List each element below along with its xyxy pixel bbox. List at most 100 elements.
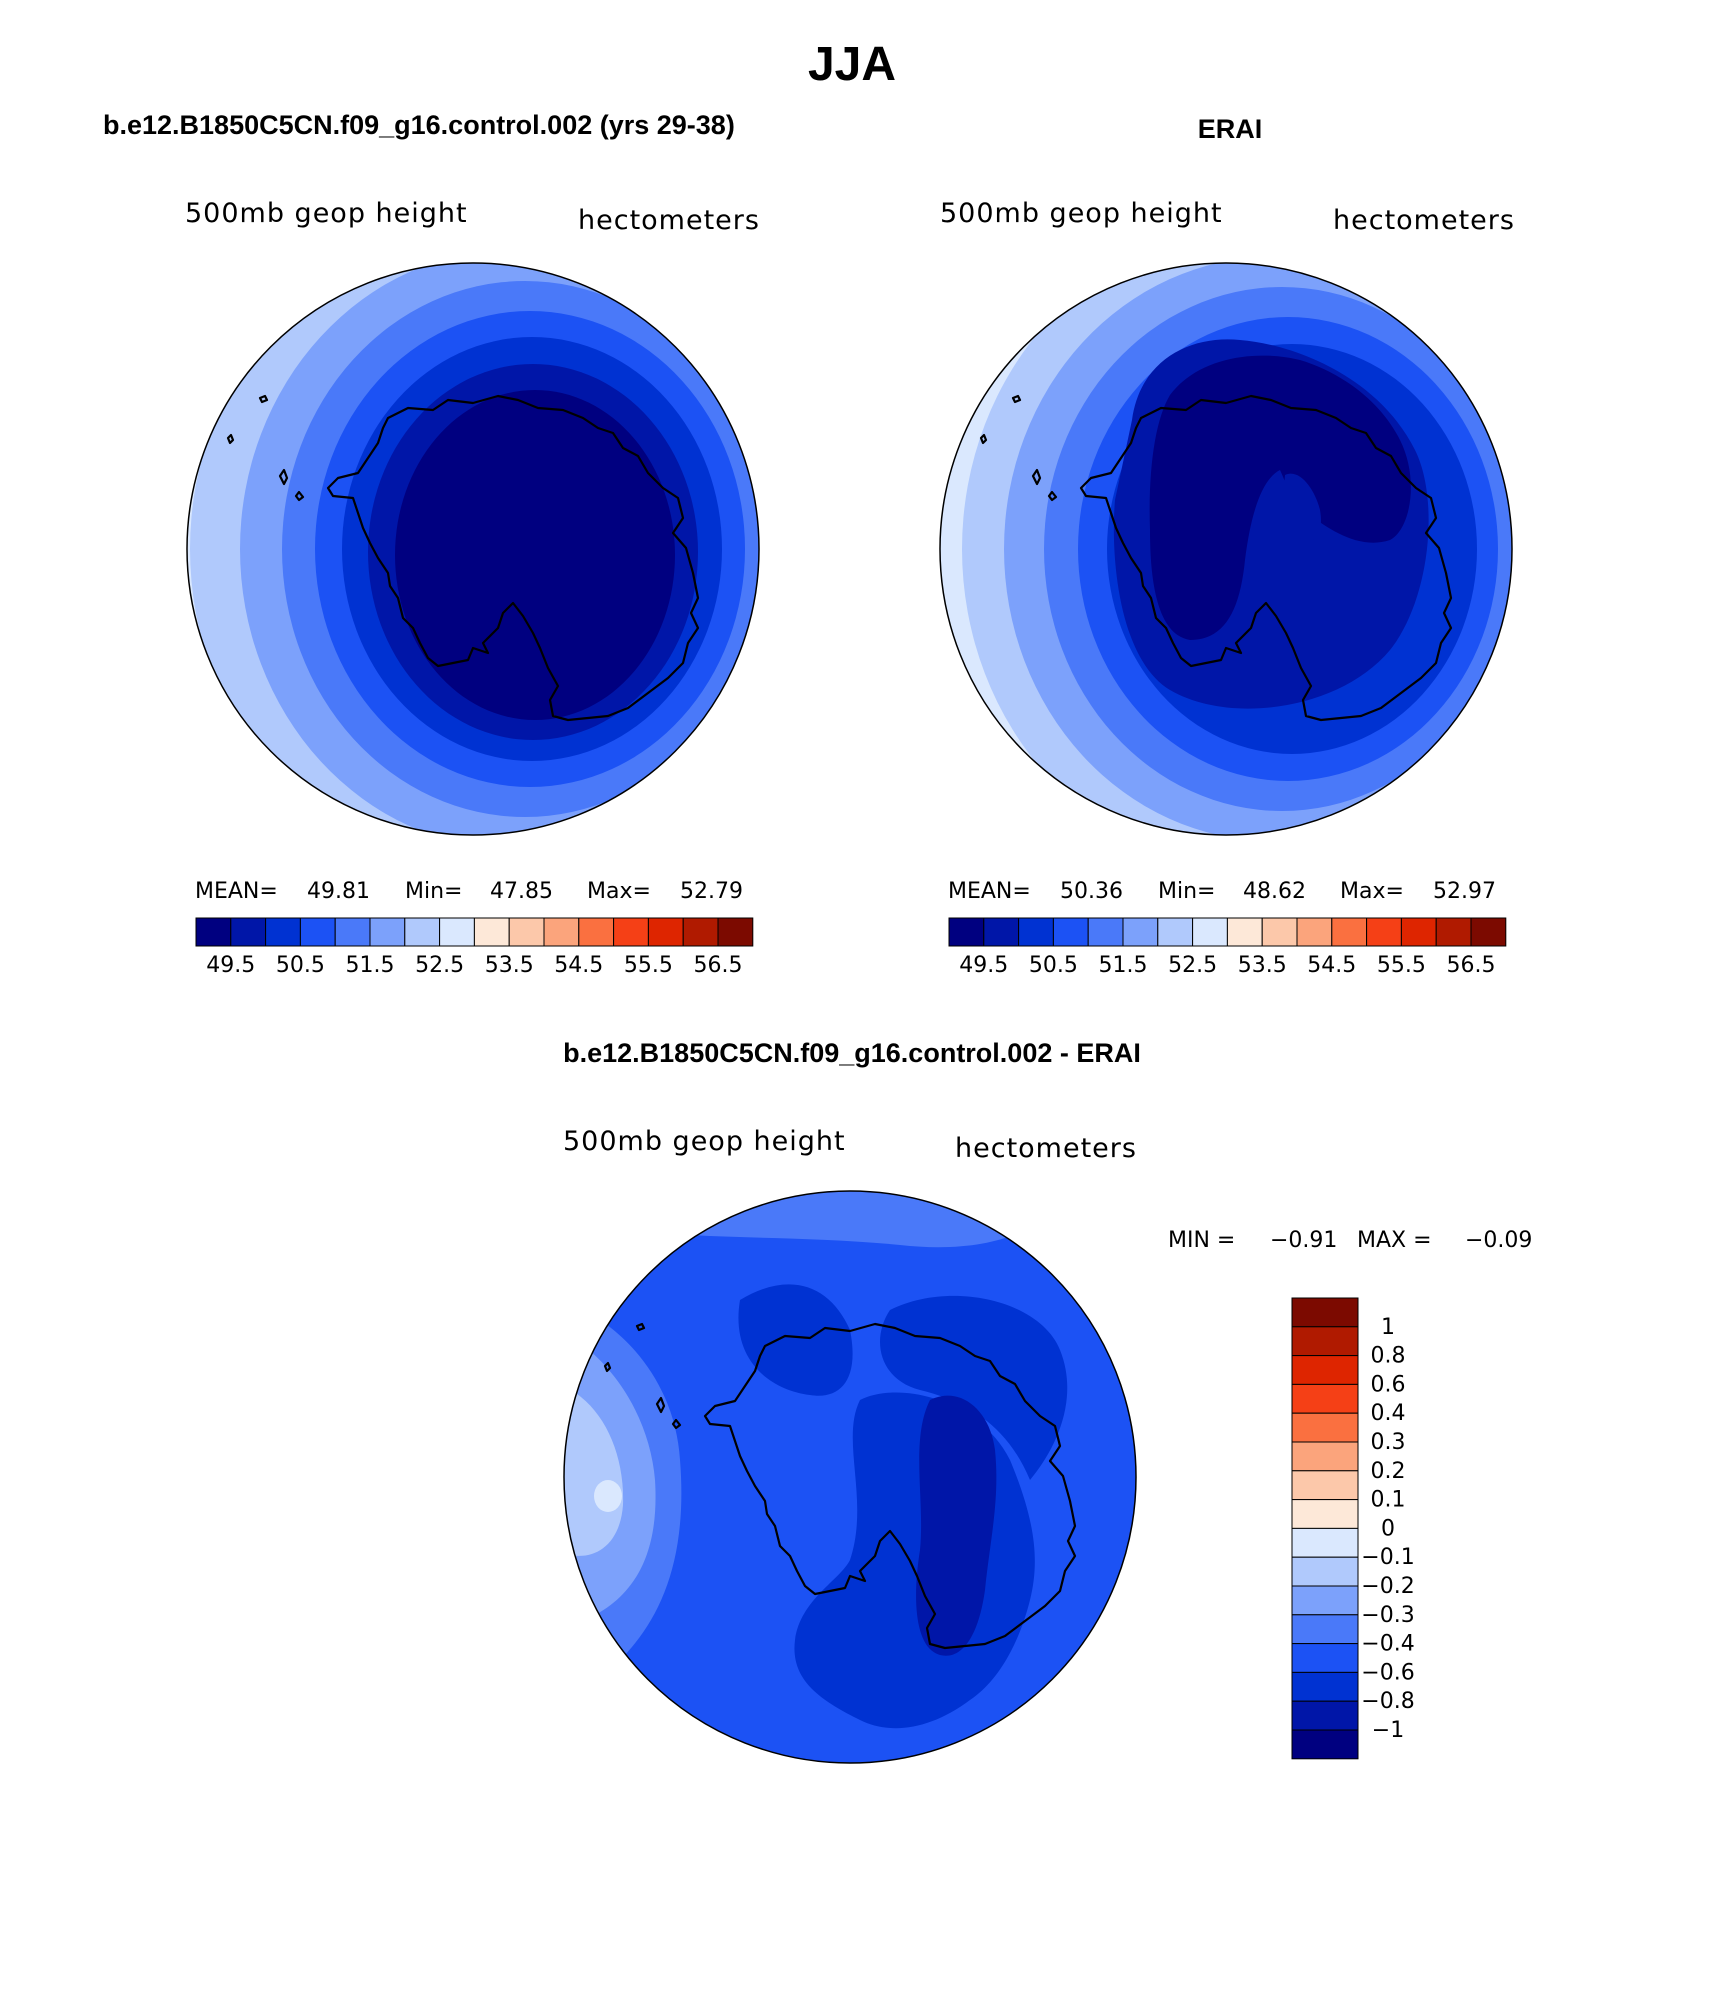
stat-mean-value: 50.36 — [1060, 879, 1123, 904]
page-title: JJA — [808, 38, 896, 91]
colorbar-swatch — [334, 917, 371, 947]
stat-min-label: Min= — [405, 879, 462, 904]
colorbar-swatch — [1052, 917, 1089, 947]
map-band — [738, 1284, 853, 1396]
colorbar-swatch — [1400, 917, 1437, 947]
colorbar-model: 49.5 50.5 51.5 52.5 53.5 54.5 55.5 56.5 — [195, 917, 754, 978]
colorbar-tick-label: −1 — [1372, 1718, 1404, 1743]
colorbar-swatch — [1291, 1585, 1359, 1616]
colorbar-swatch — [1291, 1326, 1359, 1357]
stat-mean-value: 49.81 — [307, 879, 370, 904]
map-boundary — [939, 262, 1513, 836]
panel-diff: b.e12.B1850C5CN.f09_g16.control.002 - ER… — [563, 1038, 1532, 1764]
panel-diff-title: b.e12.B1850C5CN.f09_g16.control.002 - ER… — [563, 1038, 1141, 1068]
colorbar-swatch — [1291, 1441, 1359, 1472]
map-band — [395, 390, 675, 720]
colorbar-swatch — [1331, 917, 1368, 947]
colorbar-swatch — [1291, 1412, 1359, 1443]
colorbar-tick-label: 49.5 — [959, 953, 1008, 978]
panel-model-right-label: hectometers — [578, 205, 760, 236]
colorbar-tick-label: 0.6 — [1371, 1372, 1406, 1397]
colorbar-swatch — [1291, 1383, 1359, 1414]
colorbar-swatch — [265, 917, 301, 947]
panel-erai-title: ERAI — [1198, 114, 1263, 144]
colorbar-tick-label: 0.8 — [1371, 1344, 1406, 1369]
colorbar-swatch — [1291, 1527, 1359, 1558]
map-boundary — [563, 1190, 1137, 1764]
colorbar-swatch — [1192, 917, 1228, 947]
colorbar-swatch — [1018, 917, 1054, 947]
colorbar-swatch — [1226, 917, 1263, 947]
stat-max-value: 52.97 — [1433, 879, 1496, 904]
panel-diff-map — [564, 1191, 1136, 1763]
colorbar-tick-label: 52.5 — [1168, 953, 1217, 978]
colorbar-swatch — [1291, 1729, 1359, 1760]
colorbar-swatch — [717, 917, 754, 947]
panel-model: b.e12.B1850C5CN.f09_g16.control.002 (yrs… — [103, 110, 760, 978]
colorbar-swatch — [682, 917, 719, 947]
map-band — [1284, 473, 1321, 541]
stat-min-label: MIN = — [1168, 1228, 1235, 1253]
panel-model-left-label: 500mb geop height — [185, 198, 468, 229]
colorbar-erai: 49.5 50.5 51.5 52.5 53.5 54.5 55.5 56.5 — [948, 917, 1507, 978]
colorbar-tick-label: −0.2 — [1361, 1574, 1414, 1599]
colorbar-tick-label: 0.3 — [1371, 1430, 1406, 1455]
colorbar-tick-label: 50.5 — [276, 953, 325, 978]
colorbar-swatch — [1291, 1700, 1359, 1731]
colorbar-swatch — [1087, 917, 1124, 947]
stat-max-value: 52.79 — [680, 879, 743, 904]
colorbar-swatch — [1291, 1671, 1359, 1702]
colorbar-tick-label: 51.5 — [1099, 953, 1148, 978]
colorbar-tick-label: 53.5 — [485, 953, 534, 978]
colorbar-tick-label: 0.4 — [1371, 1401, 1406, 1426]
stat-max-label: Max= — [1340, 879, 1404, 904]
colorbar-tick-label: 55.5 — [624, 953, 673, 978]
colorbar-swatch — [647, 917, 684, 947]
colorbar-swatch — [1291, 1499, 1359, 1529]
colorbar-swatch — [1291, 1556, 1359, 1587]
colorbar-swatch — [404, 917, 441, 947]
stat-min-value: 48.62 — [1243, 879, 1306, 904]
colorbar-tick-label: 52.5 — [415, 953, 464, 978]
panel-erai-map — [940, 263, 1512, 835]
map-band — [594, 1480, 622, 1512]
colorbar-tick-label: 56.5 — [694, 953, 743, 978]
stat-max-label: MAX = — [1357, 1228, 1432, 1253]
colorbar-tick-label: −0.3 — [1361, 1603, 1414, 1628]
colorbar-tick-label: 49.5 — [206, 953, 255, 978]
colorbar-swatch — [948, 917, 985, 947]
colorbar-swatch — [508, 917, 545, 947]
colorbar-tick-label: 0.2 — [1371, 1459, 1406, 1484]
colorbar-tick-label: 54.5 — [1307, 953, 1356, 978]
colorbar-swatch — [543, 917, 580, 947]
colorbar-tick-label: 56.5 — [1447, 953, 1496, 978]
colorbar-swatch — [1291, 1643, 1359, 1673]
map-band — [564, 1385, 624, 1556]
colorbar-swatch — [1296, 917, 1333, 947]
panel-erai-right-label: hectometers — [1333, 205, 1515, 236]
colorbar-swatch — [613, 917, 649, 947]
colorbar-swatch — [1291, 1355, 1359, 1385]
colorbar-swatch — [1261, 917, 1298, 947]
colorbar-tick-label: −0.4 — [1361, 1632, 1414, 1657]
colorbar-swatch — [299, 917, 336, 947]
panel-diff-left-label: 500mb geop height — [563, 1126, 846, 1157]
panel-model-map — [187, 263, 759, 835]
stat-min-label: Min= — [1158, 879, 1215, 904]
map-boundary — [186, 262, 760, 836]
stat-min-value: 47.85 — [490, 879, 553, 904]
colorbar-tick-label: 1 — [1381, 1315, 1395, 1340]
colorbar-diff: 1 0.8 0.6 0.4 0.3 0.2 0.1 0 −0.1 −0.2 −0.3 −0.4 −0.6… — [1291, 1297, 1415, 1760]
map-band — [1149, 355, 1411, 640]
colorbar-tick-label: −0.6 — [1361, 1660, 1414, 1685]
colorbar-tick-label: 54.5 — [554, 953, 603, 978]
colorbar-swatch — [578, 917, 615, 947]
colorbar-swatch — [230, 917, 267, 947]
colorbar-swatch — [195, 917, 232, 947]
stat-mean-label: MEAN= — [195, 879, 278, 904]
colorbar-swatch — [1122, 917, 1159, 947]
colorbar-tick-label: 0.1 — [1371, 1488, 1406, 1513]
colorbar-tick-label: −0.1 — [1361, 1545, 1414, 1570]
panel-diff-right-label: hectometers — [955, 1133, 1137, 1164]
stat-mean-label: MEAN= — [948, 879, 1031, 904]
